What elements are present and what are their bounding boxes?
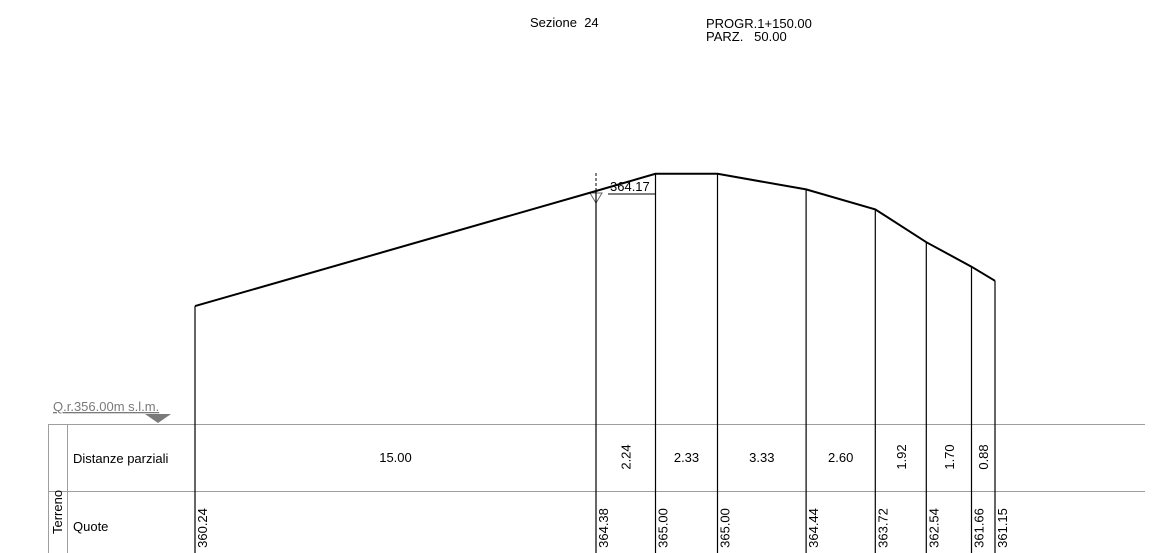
progressive-label: PROGR.1+150.00 <box>706 16 812 31</box>
row-elevations-label: Quote <box>73 519 108 534</box>
axis-elevation-label: 364.17 <box>610 179 650 194</box>
distance-label: 2.33 <box>674 450 699 465</box>
table-group-label: Terreno <box>50 490 65 534</box>
distance-label: 1.70 <box>942 444 957 469</box>
elevation-label: 361.66 <box>972 508 987 548</box>
elevation-label: 365.00 <box>718 508 733 548</box>
distance-label: 1.92 <box>894 444 909 469</box>
elevation-label: 364.44 <box>806 508 821 548</box>
partial-label: PARZ. 50.00 <box>706 29 787 44</box>
elevation-labels: 360.24 364.38 365.00 365.00 364.44 363.72 362.… <box>195 508 1010 548</box>
distance-labels: 15.00 2.24 2.33 3.33 2.60 1.92 1.70 0.88 <box>379 444 991 469</box>
row-distances-label: Distanze parziali <box>73 451 168 466</box>
reference-level-marker <box>145 414 171 423</box>
distance-label: 2.60 <box>828 450 853 465</box>
elevation-label: 361.15 <box>995 508 1010 548</box>
profile-verticals <box>194 173 996 553</box>
elevation-label: 365.00 <box>656 508 671 548</box>
elevation-label: 360.24 <box>195 508 210 548</box>
distance-label: 3.33 <box>749 450 774 465</box>
elevation-label: 363.72 <box>875 508 890 548</box>
distance-label: 15.00 <box>379 450 412 465</box>
section-title: Sezione 24 <box>530 15 599 30</box>
ground-profile-line <box>194 172 996 308</box>
elevation-label: 362.54 <box>926 508 941 548</box>
reference-level-label: Q.r.356.00m s.l.m. <box>53 399 159 414</box>
distance-label: 0.88 <box>976 444 991 469</box>
distance-label: 2.24 <box>619 444 634 469</box>
elevation-label: 364.38 <box>596 508 611 548</box>
